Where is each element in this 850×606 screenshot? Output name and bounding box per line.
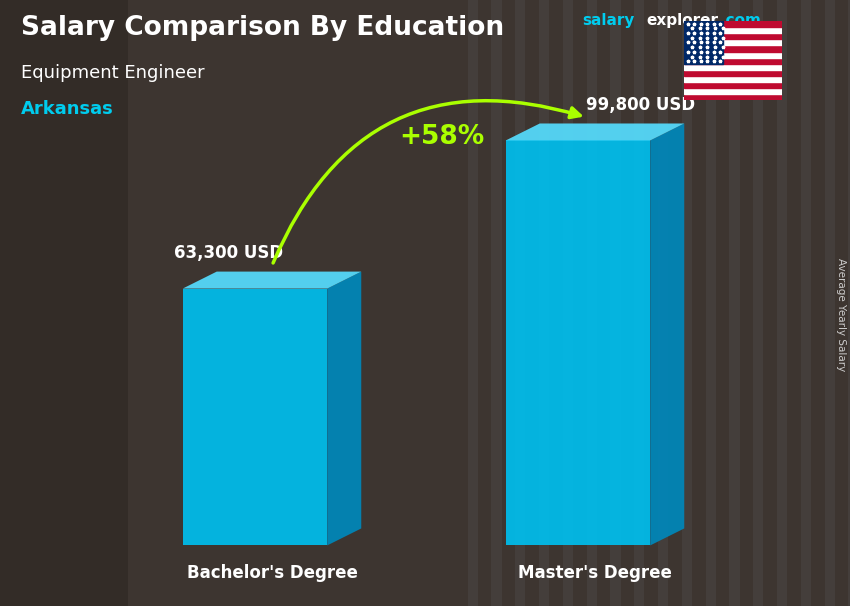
Bar <box>684 64 782 70</box>
Text: explorer: explorer <box>646 13 718 28</box>
Bar <box>684 45 782 52</box>
Text: salary: salary <box>582 13 635 28</box>
Bar <box>824 0 835 606</box>
Bar <box>658 0 668 606</box>
Polygon shape <box>506 124 684 141</box>
Bar <box>682 0 692 606</box>
Bar <box>777 0 787 606</box>
Bar <box>0 0 128 606</box>
Polygon shape <box>183 271 361 288</box>
Bar <box>468 0 478 606</box>
Bar <box>684 76 782 82</box>
Bar <box>539 0 549 606</box>
Bar <box>753 0 763 606</box>
Bar <box>684 27 782 33</box>
Bar <box>684 33 782 39</box>
Text: Arkansas: Arkansas <box>21 100 114 118</box>
Text: Average Yearly Salary: Average Yearly Salary <box>836 259 846 371</box>
Bar <box>586 0 597 606</box>
Text: 63,300 USD: 63,300 USD <box>174 244 283 262</box>
Bar <box>515 0 525 606</box>
Polygon shape <box>327 271 361 545</box>
Text: Bachelor's Degree: Bachelor's Degree <box>186 564 358 582</box>
Bar <box>491 0 501 606</box>
Bar <box>684 58 782 64</box>
Bar <box>610 0 620 606</box>
Bar <box>801 0 811 606</box>
Bar <box>684 70 782 76</box>
Text: Master's Degree: Master's Degree <box>518 564 672 582</box>
Bar <box>684 52 782 58</box>
Bar <box>684 39 782 45</box>
Text: 99,800 USD: 99,800 USD <box>586 96 695 115</box>
Polygon shape <box>183 288 327 545</box>
Text: Salary Comparison By Education: Salary Comparison By Education <box>21 15 504 41</box>
Bar <box>684 88 782 94</box>
Polygon shape <box>650 124 684 545</box>
Bar <box>634 0 644 606</box>
Polygon shape <box>506 141 650 545</box>
Text: Equipment Engineer: Equipment Engineer <box>21 64 205 82</box>
Bar <box>684 21 723 64</box>
Bar <box>848 0 850 606</box>
Bar <box>684 21 782 27</box>
Bar <box>706 0 716 606</box>
Text: .com: .com <box>721 13 762 28</box>
Bar <box>729 0 740 606</box>
Text: +58%: +58% <box>400 124 484 150</box>
Bar <box>684 82 782 88</box>
Bar <box>563 0 573 606</box>
Bar <box>684 94 782 100</box>
